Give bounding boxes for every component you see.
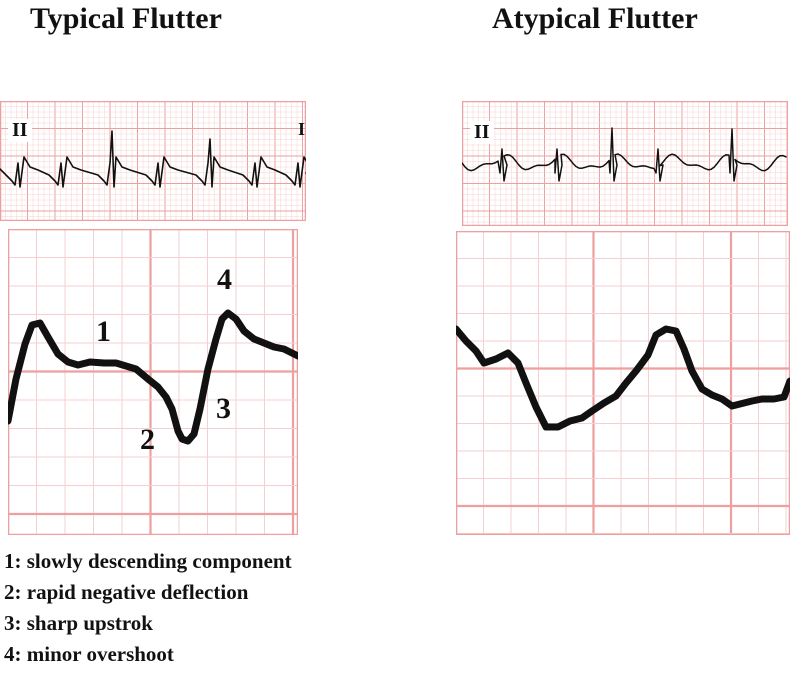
typical-zoom-panel [8, 229, 298, 535]
atypical-lead-label: II [470, 121, 494, 144]
legend-item: 4: minor overshoot [4, 642, 174, 666]
wave-label-4: 4 [217, 263, 232, 296]
typical-lead-label: II [8, 119, 32, 142]
atypical-rhythm-strip: II [462, 101, 788, 226]
legend-item: 1: slowly descending component [4, 549, 292, 573]
legend: 1: slowly descending component 2: rapid … [4, 546, 292, 670]
wave-label-2: 2 [140, 423, 155, 456]
typical-flutter-title: Typical Flutter [30, 2, 222, 35]
atypical-zoom-trace [456, 325, 790, 431]
legend-item: 2: rapid negative deflection [4, 580, 249, 604]
atypical-strip-trace [462, 127, 787, 182]
typical-strip-svg [0, 101, 306, 221]
typical-rhythm-strip: II I [0, 101, 306, 221]
atypical-strip-svg [462, 101, 788, 226]
legend-item: 3: sharp upstrok [4, 611, 153, 635]
wave-label-1: 1 [96, 315, 111, 348]
atypical-zoom-panel [456, 231, 790, 535]
typical-zoom-trace [8, 309, 298, 445]
atypical-zoom-svg [456, 231, 790, 535]
typical-zoom-svg [8, 229, 298, 535]
wave-label-3: 3 [216, 392, 231, 425]
typical-strip-trace [0, 130, 306, 188]
grid-border [8, 229, 298, 535]
typical-lead-label-edge: I [298, 119, 306, 139]
atypical-flutter-title: Atypical Flutter [492, 2, 698, 35]
